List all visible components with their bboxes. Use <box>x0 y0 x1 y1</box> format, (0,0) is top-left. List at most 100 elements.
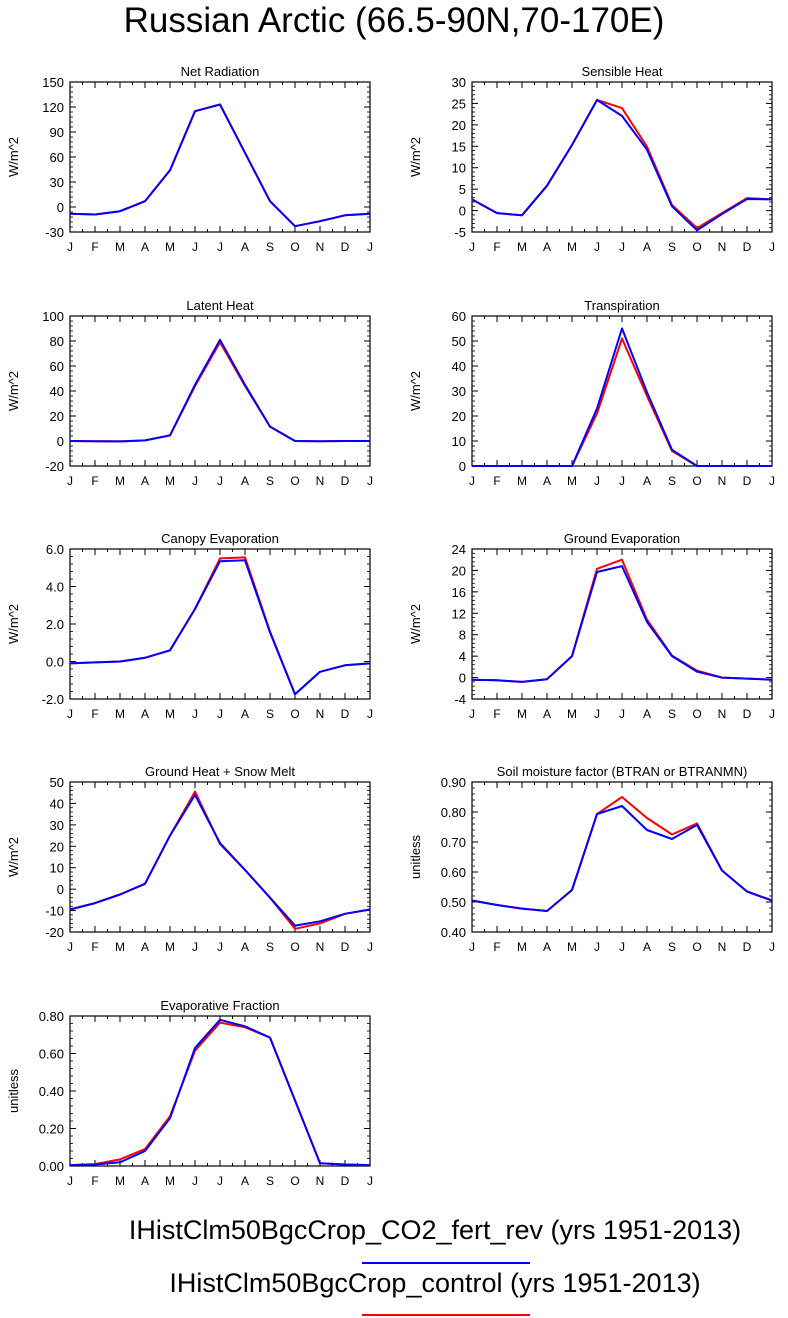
y-tick-label: -5 <box>454 225 466 240</box>
y-axis-label: W/m^2 <box>408 137 423 177</box>
x-tick-label: J <box>67 474 73 488</box>
x-tick-label: M <box>517 474 527 488</box>
x-tick-label: D <box>743 940 752 954</box>
x-tick-label: J <box>619 474 625 488</box>
y-tick-label: 20 <box>452 118 466 133</box>
x-tick-label: J <box>67 240 73 254</box>
y-tick-label: 0 <box>459 671 466 686</box>
x-tick-label: N <box>316 474 325 488</box>
x-tick-label: O <box>692 474 701 488</box>
y-tick-label: 0.60 <box>39 1047 64 1062</box>
x-tick-label: D <box>743 240 752 254</box>
x-tick-label: A <box>141 940 149 954</box>
x-tick-label: M <box>567 940 577 954</box>
x-tick-label: J <box>367 707 373 721</box>
y-tick-label: 20 <box>452 409 466 424</box>
y-tick-label: 10 <box>452 434 466 449</box>
y-tick-label: 0.40 <box>39 1084 64 1099</box>
y-tick-label: -2.0 <box>42 692 64 707</box>
x-tick-label: A <box>141 474 149 488</box>
x-tick-label: M <box>517 707 527 721</box>
x-tick-label: S <box>266 707 274 721</box>
chart-soil-moisture-factor-btran-or-btranmn: Soil moisture factor (BTRAN or BTRANMN) u… <box>408 764 775 954</box>
x-tick-label: O <box>692 240 701 254</box>
x-tick-label: D <box>743 707 752 721</box>
y-tick-label: 30 <box>452 75 466 90</box>
y-tick-label: 90 <box>50 125 64 140</box>
series-line-ihistclm50bgccrop-control <box>69 790 371 930</box>
x-tick-label: N <box>718 707 727 721</box>
x-tick-label: D <box>341 707 350 721</box>
x-tick-label: J <box>217 707 223 721</box>
y-tick-label: 0 <box>57 882 64 897</box>
legend-label-control: IHistClm50BgcCrop_control (yrs 1951-2013… <box>169 1268 701 1298</box>
x-tick-label: M <box>165 1174 175 1188</box>
x-tick-label: M <box>165 707 175 721</box>
series-line-ihistclm50bgccrop-control <box>69 103 371 228</box>
y-tick-label: 30 <box>452 384 466 399</box>
x-tick-label: D <box>743 474 752 488</box>
y-tick-label: 60 <box>50 359 64 374</box>
x-tick-label: N <box>316 240 325 254</box>
x-tick-label: J <box>367 940 373 954</box>
series-line-ihistclm50bgccrop-co2-fert-rev <box>69 1018 371 1167</box>
y-axis-label: W/m^2 <box>6 604 21 644</box>
x-tick-label: D <box>341 240 350 254</box>
y-tick-label: 0.90 <box>441 775 466 790</box>
y-tick-label: 16 <box>452 585 466 600</box>
x-tick-label: D <box>341 474 350 488</box>
x-tick-label: J <box>67 1174 73 1188</box>
y-tick-label: 10 <box>50 861 64 876</box>
x-tick-label: S <box>266 1174 274 1188</box>
y-tick-label: 120 <box>42 100 64 115</box>
x-tick-label: J <box>217 474 223 488</box>
y-tick-label: 20 <box>50 839 64 854</box>
x-tick-label: A <box>543 240 551 254</box>
y-tick-label: 150 <box>42 75 64 90</box>
x-tick-label: A <box>643 707 651 721</box>
chart-title: Transpiration <box>584 298 659 313</box>
x-tick-label: A <box>141 1174 149 1188</box>
x-tick-label: A <box>241 940 249 954</box>
y-tick-label: 60 <box>50 150 64 165</box>
y-axis-label: W/m^2 <box>408 604 423 644</box>
x-tick-label: M <box>115 707 125 721</box>
x-tick-label: S <box>668 707 676 721</box>
series-line-ihistclm50bgccrop-control <box>471 796 773 912</box>
x-tick-label: S <box>668 240 676 254</box>
y-tick-label: 0.70 <box>441 835 466 850</box>
x-tick-label: M <box>115 1174 125 1188</box>
x-tick-label: A <box>643 474 651 488</box>
x-tick-label: J <box>192 1174 198 1188</box>
x-tick-label: A <box>241 707 249 721</box>
y-tick-label: 0.40 <box>441 925 466 940</box>
x-tick-label: M <box>115 474 125 488</box>
x-tick-label: A <box>643 240 651 254</box>
x-tick-label: A <box>543 707 551 721</box>
chart-title: Ground Heat + Snow Melt <box>145 764 295 779</box>
x-tick-label: O <box>290 240 299 254</box>
x-tick-label: M <box>115 240 125 254</box>
y-tick-label: 0.50 <box>441 895 466 910</box>
x-tick-label: J <box>217 940 223 954</box>
y-tick-label: 0 <box>459 204 466 219</box>
chart-evaporative-fraction: Evaporative Fraction unitless J F M A M J J A S O N D… <box>6 998 373 1188</box>
y-tick-label: 50 <box>50 775 64 790</box>
x-tick-label: M <box>517 940 527 954</box>
x-tick-label: S <box>266 240 274 254</box>
plot-frame <box>471 548 773 700</box>
x-tick-label: J <box>769 474 775 488</box>
y-tick-label: 8 <box>459 628 466 643</box>
x-tick-label: J <box>769 940 775 954</box>
plot-frame <box>69 781 371 933</box>
y-tick-label: 2.0 <box>46 617 64 632</box>
x-tick-label: A <box>241 240 249 254</box>
x-tick-label: M <box>517 240 527 254</box>
x-tick-label: A <box>141 240 149 254</box>
x-tick-label: J <box>67 940 73 954</box>
chart-title: Latent Heat <box>186 298 254 313</box>
y-tick-label: 6.0 <box>46 542 64 557</box>
x-tick-label: F <box>91 240 98 254</box>
chart-title: Canopy Evaporation <box>161 531 279 546</box>
